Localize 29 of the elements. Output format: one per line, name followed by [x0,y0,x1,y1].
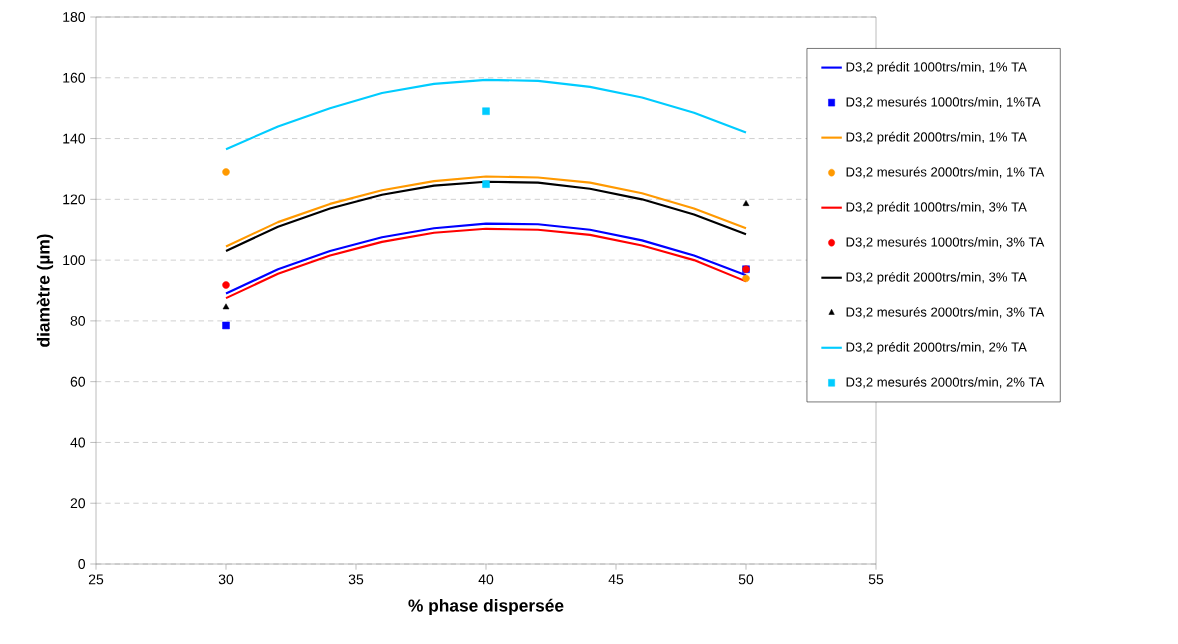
x-tick-label: 40 [478,574,494,585]
x-tick-label: 35 [348,574,364,585]
legend-label: D3,2 mesurés 2000trs/min, 2% TA [846,376,1045,389]
y-tick-label: 80 [70,315,86,326]
legend-label: D3,2 prédit 1000trs/min, 1% TA [846,61,1027,75]
legend-label: D3,2 prédit 2000trs/min, 2% TA [846,341,1027,355]
x-tick-label: 25 [88,574,104,585]
y-tick-label: 60 [70,376,86,387]
y-tick-label: 0 [78,559,86,569]
x-tick-label: 55 [868,574,884,585]
x-axis-title: % phase dispersée [408,598,564,616]
y-tick-label: 180 [63,12,86,22]
legend-label: D3,2 prédit 2000trs/min, 3% TA [846,271,1027,285]
x-tick-label: 30 [218,574,234,585]
legend-label: D3,2 mesurés 2000trs/min, 3% TA [846,306,1045,319]
y-tick-label: 20 [70,498,86,509]
y-tick-label: 40 [70,437,86,448]
y-tick-label: 140 [63,133,86,144]
legend-label: D3,2 mesurés 1000trs/min, 3% TA [846,236,1045,249]
legend-label: D3,2 prédit 1000trs/min, 3% TA [846,201,1027,215]
y-axis-title: diamètre (µm) [36,234,54,347]
y-tick-label: 120 [63,194,86,205]
x-tick-label: 50 [738,574,754,585]
legend-label: D3,2 prédit 2000trs/min, 1% TA [846,131,1027,145]
x-tick-label: 45 [608,574,624,585]
y-tick-label: 160 [63,72,86,83]
legend-label: D3,2 mesurés 1000trs/min, 1%TA [846,96,1041,109]
y-tick-label: 100 [63,255,86,266]
legend-label: D3,2 mesurés 2000trs/min, 1% TA [846,166,1045,179]
